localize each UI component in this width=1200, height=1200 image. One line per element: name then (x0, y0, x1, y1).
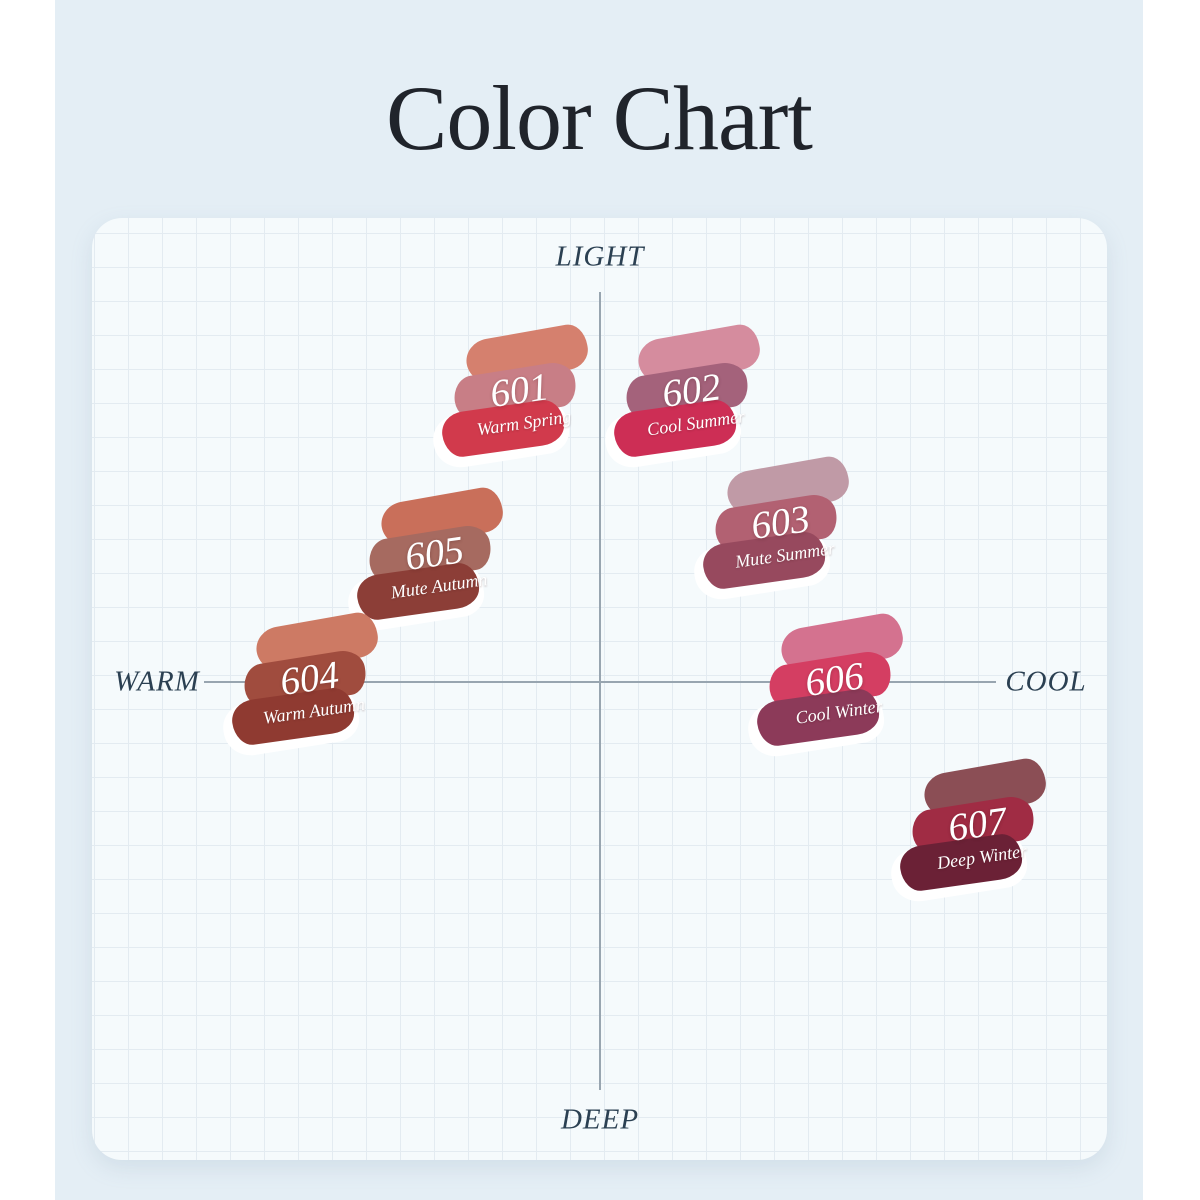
swatch-601: 601 Warm Spring (429, 321, 607, 474)
page-title: Color Chart (386, 66, 813, 169)
swatch-606: 606 Cool Winter (744, 610, 922, 763)
axis-label-deep: DEEP (560, 1103, 640, 1136)
axis-label-cool: COOL (1005, 665, 1087, 698)
chart-panel: LIGHT DEEP WARM COOL 601 Warm Spring 602 Co… (92, 218, 1107, 1160)
axis-label-light: LIGHT (555, 240, 645, 273)
swatch-604: 604 Warm Autumn (219, 609, 397, 762)
swatch-602: 602 Cool Summer (601, 321, 779, 474)
horizontal-axis-line (204, 681, 996, 683)
swatch-607: 607 Deep Winter (887, 755, 1065, 908)
swatch-605: 605 Mute Autumn (344, 484, 522, 637)
axis-label-warm: WARM (114, 665, 200, 698)
vertical-axis-line (599, 292, 601, 1090)
swatch-603: 603 Mute Summer (690, 453, 868, 606)
